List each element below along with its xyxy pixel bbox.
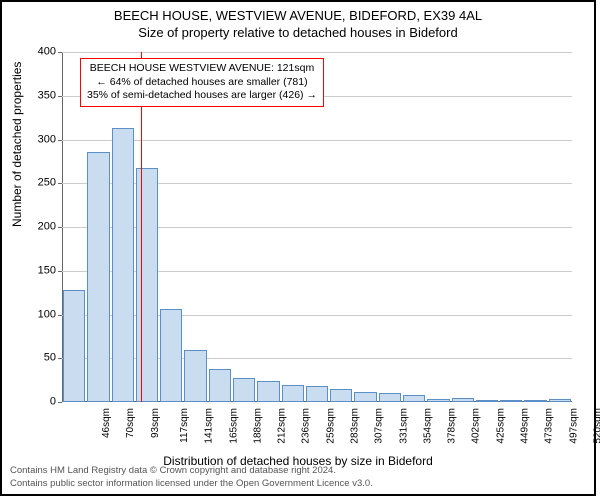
histogram-bar	[136, 168, 158, 403]
xtick-label: 520sqm	[592, 408, 600, 444]
ytick-mark	[58, 183, 62, 184]
annotation-line1: BEECH HOUSE WESTVIEW AVENUE: 121sqm	[87, 62, 317, 76]
ytick-label: 350	[26, 90, 56, 101]
histogram-bar	[209, 369, 231, 402]
xtick-label: 307sqm	[374, 408, 385, 444]
histogram-bar	[427, 399, 449, 402]
histogram-bar	[452, 398, 474, 402]
gridline	[62, 52, 572, 53]
ytick-mark	[58, 271, 62, 272]
ytick-mark	[58, 358, 62, 359]
ytick-mark	[58, 52, 62, 53]
chart-container: BEECH HOUSE, WESTVIEW AVENUE, BIDEFORD, …	[0, 0, 596, 496]
histogram-bar	[233, 378, 255, 403]
xtick-label: 473sqm	[544, 408, 555, 444]
xtick-label: 165sqm	[228, 408, 239, 444]
ytick-mark	[58, 315, 62, 316]
histogram-bar	[524, 400, 546, 402]
xtick-label: 46sqm	[101, 408, 112, 438]
annotation-line3: 35% of semi-detached houses are larger (…	[87, 89, 317, 103]
ytick-mark	[58, 402, 62, 403]
histogram-bar	[184, 350, 206, 403]
ytick-label: 250	[26, 178, 56, 189]
xtick-label: 283sqm	[350, 408, 361, 444]
plot-area: 05010015020025030035040046sqm70sqm93sqm1…	[62, 52, 572, 402]
histogram-bar	[87, 152, 109, 402]
ytick-label: 200	[26, 222, 56, 233]
xtick-label: 141sqm	[204, 408, 215, 444]
ytick-mark	[58, 96, 62, 97]
xtick-label: 425sqm	[495, 408, 506, 444]
xtick-label: 497sqm	[568, 408, 579, 444]
xtick-label: 188sqm	[252, 408, 263, 444]
y-axis-label: Number of detached properties	[10, 62, 24, 227]
histogram-bar	[354, 392, 376, 403]
footer-line2: Contains public sector information licen…	[10, 478, 586, 490]
histogram-bar	[282, 385, 304, 403]
xtick-label: 449sqm	[520, 408, 531, 444]
footer-line1: Contains HM Land Registry data © Crown c…	[10, 465, 586, 477]
histogram-bar	[112, 128, 134, 402]
ytick-label: 400	[26, 47, 56, 58]
xtick-label: 331sqm	[398, 408, 409, 444]
ytick-mark	[58, 227, 62, 228]
ytick-label: 0	[26, 397, 56, 408]
histogram-bar	[63, 290, 85, 402]
histogram-bar	[160, 309, 182, 402]
xtick-label: 212sqm	[277, 408, 288, 444]
ytick-label: 50	[26, 353, 56, 364]
footer-attribution: Contains HM Land Registry data © Crown c…	[10, 465, 586, 490]
xtick-label: 117sqm	[179, 408, 190, 443]
annotation-box: BEECH HOUSE WESTVIEW AVENUE: 121sqm ← 64…	[80, 58, 324, 107]
histogram-bar	[257, 381, 279, 402]
gridline	[62, 140, 572, 141]
histogram-bar	[330, 389, 352, 402]
ytick-label: 300	[26, 134, 56, 145]
xtick-label: 93sqm	[150, 408, 161, 438]
ytick-label: 100	[26, 309, 56, 320]
annotation-line2: ← 64% of detached houses are smaller (78…	[87, 76, 317, 90]
chart-title: BEECH HOUSE, WESTVIEW AVENUE, BIDEFORD, …	[2, 8, 594, 23]
histogram-bar	[549, 399, 571, 402]
xtick-label: 70sqm	[125, 408, 136, 438]
xtick-label: 354sqm	[422, 408, 433, 444]
histogram-bar	[403, 395, 425, 402]
xtick-label: 402sqm	[471, 408, 482, 444]
histogram-bar	[476, 400, 498, 402]
xtick-label: 236sqm	[301, 408, 312, 444]
ytick-label: 150	[26, 265, 56, 276]
histogram-bar	[379, 393, 401, 402]
xtick-label: 259sqm	[325, 408, 336, 444]
histogram-bar	[500, 400, 522, 402]
histogram-bar	[306, 386, 328, 402]
xtick-label: 378sqm	[447, 408, 458, 444]
chart-subtitle: Size of property relative to detached ho…	[2, 25, 594, 40]
ytick-mark	[58, 140, 62, 141]
